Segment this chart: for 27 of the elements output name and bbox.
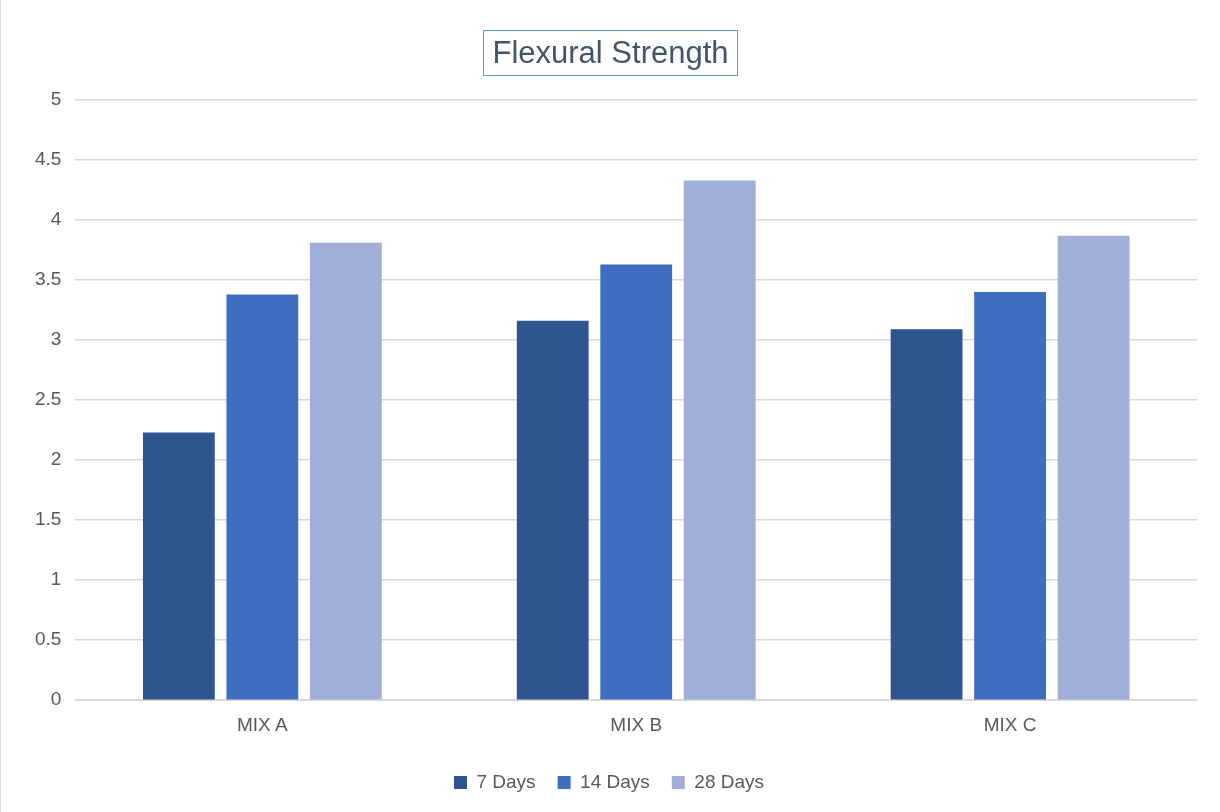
legend-label: 14 Days (580, 770, 650, 792)
legend-label: 28 Days (694, 770, 765, 792)
bar (226, 294, 299, 700)
bar (516, 320, 589, 700)
bar (142, 432, 215, 700)
y-tick-label: 4 (50, 208, 62, 230)
y-tick-label: 3.5 (34, 268, 62, 290)
x-tick-label: MIX B (610, 713, 663, 735)
bar (1057, 235, 1130, 700)
y-tick-label: 1 (50, 568, 62, 590)
y-tick-label: 4.5 (34, 148, 62, 170)
chart-title: Flexural Strength (483, 30, 738, 76)
bar (683, 180, 756, 700)
y-tick-label: 0.5 (34, 628, 62, 650)
x-tick-label: MIX C (983, 713, 1037, 735)
y-tick-label: 3 (50, 328, 62, 350)
y-tick-label: 2.5 (34, 388, 62, 410)
legend-label: 7 Days (476, 770, 536, 792)
bar (974, 292, 1046, 700)
bar (309, 242, 382, 700)
y-tick-label: 0 (50, 688, 62, 710)
x-tick-label: MIX A (237, 713, 289, 735)
bar (600, 264, 673, 700)
bar (890, 329, 963, 700)
y-tick-label: 1.5 (34, 508, 62, 530)
y-tick-label: 2 (50, 448, 62, 470)
y-tick-label: 5 (50, 88, 62, 110)
